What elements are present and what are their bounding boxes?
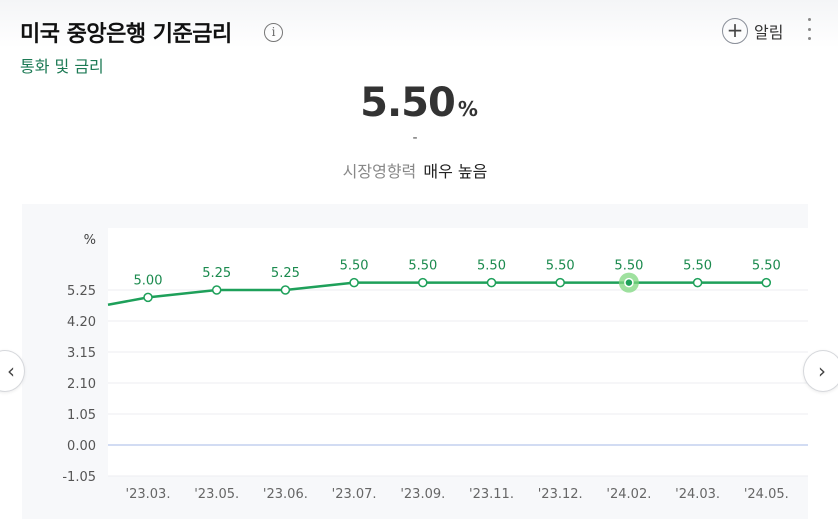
alert-button[interactable]: + 알림 xyxy=(722,17,783,45)
data-point xyxy=(349,277,359,288)
info-icon[interactable]: i xyxy=(264,23,283,42)
x-tick-label: '24.03. xyxy=(675,487,720,502)
plus-icon: + xyxy=(722,18,748,44)
data-label: 5.25 xyxy=(271,266,300,281)
x-tick-label: '23.12. xyxy=(538,487,583,502)
data-point xyxy=(555,277,565,288)
data-point xyxy=(211,285,222,295)
card-header-background xyxy=(0,0,838,48)
prev-glyph: ‹ xyxy=(7,359,15,383)
impact-value: 매우 높음 xyxy=(423,162,488,181)
data-label: 5.50 xyxy=(408,259,437,274)
data-point xyxy=(486,277,497,288)
y-tick-label: 3.15 xyxy=(67,346,96,361)
x-tick-label: '23.03. xyxy=(126,487,171,502)
impact-label: 시장영향력 xyxy=(342,162,417,181)
data-label: 5.50 xyxy=(683,259,712,274)
rate-chart-svg: 5.25 4.20 3.15 2.10 1.05 0.00 -1.05% 5.00 '23.03… xyxy=(62,228,808,502)
data-label: 5.25 xyxy=(202,266,231,281)
next-glyph: › xyxy=(818,359,826,383)
data-point xyxy=(761,277,772,288)
page-title: 미국 중앙은행 기준금리 xyxy=(20,22,232,47)
data-point xyxy=(280,285,291,295)
alert-label: 알림 xyxy=(754,23,784,42)
y-tick-label: 5.25 xyxy=(67,284,96,299)
chevron-right-icon[interactable]: › xyxy=(803,350,838,392)
y-tick-label: 0.00 xyxy=(67,439,96,454)
rate-unit: % xyxy=(457,97,478,121)
y-unit-label: % xyxy=(84,233,96,248)
y-tick-label: 4.20 xyxy=(67,315,96,330)
rate-chart: 5.25 4.20 3.15 2.10 1.05 0.00 -1.05% 5.00 '23.03… xyxy=(22,204,808,519)
x-tick-label: '23.09. xyxy=(400,487,445,502)
x-tick-label: '24.05. xyxy=(744,487,789,502)
y-tick-label: -1.05 xyxy=(62,470,96,485)
data-label: 5.50 xyxy=(546,259,575,274)
market-impact: 시장영향력 매우 높음 xyxy=(0,158,830,182)
data-label: 5.50 xyxy=(752,259,781,274)
data-point xyxy=(692,277,703,288)
data-label: 5.00 xyxy=(134,273,163,288)
data-label: 5.50 xyxy=(614,259,643,274)
data-point xyxy=(418,277,428,288)
current-rate: 5.50% xyxy=(0,80,838,126)
data-label: 5.50 xyxy=(477,259,506,274)
category-link[interactable]: 통화 및 금리 xyxy=(20,57,104,76)
rate-change: - xyxy=(412,130,418,146)
x-tick-label: '24.02. xyxy=(606,487,651,502)
y-tick-label: 1.05 xyxy=(67,408,96,423)
y-tick-label: 2.10 xyxy=(67,377,96,392)
data-label: 5.50 xyxy=(340,259,369,274)
data-point xyxy=(143,292,153,303)
x-tick-label: '23.05. xyxy=(194,487,239,502)
x-tick-label: '23.06. xyxy=(263,487,308,502)
x-tick-label: '23.11. xyxy=(469,487,514,502)
more-menu-icon[interactable] xyxy=(803,18,815,40)
data-point-active xyxy=(624,277,634,288)
x-tick-label: '23.07. xyxy=(332,487,377,502)
rate-value: 5.50 xyxy=(360,80,456,126)
